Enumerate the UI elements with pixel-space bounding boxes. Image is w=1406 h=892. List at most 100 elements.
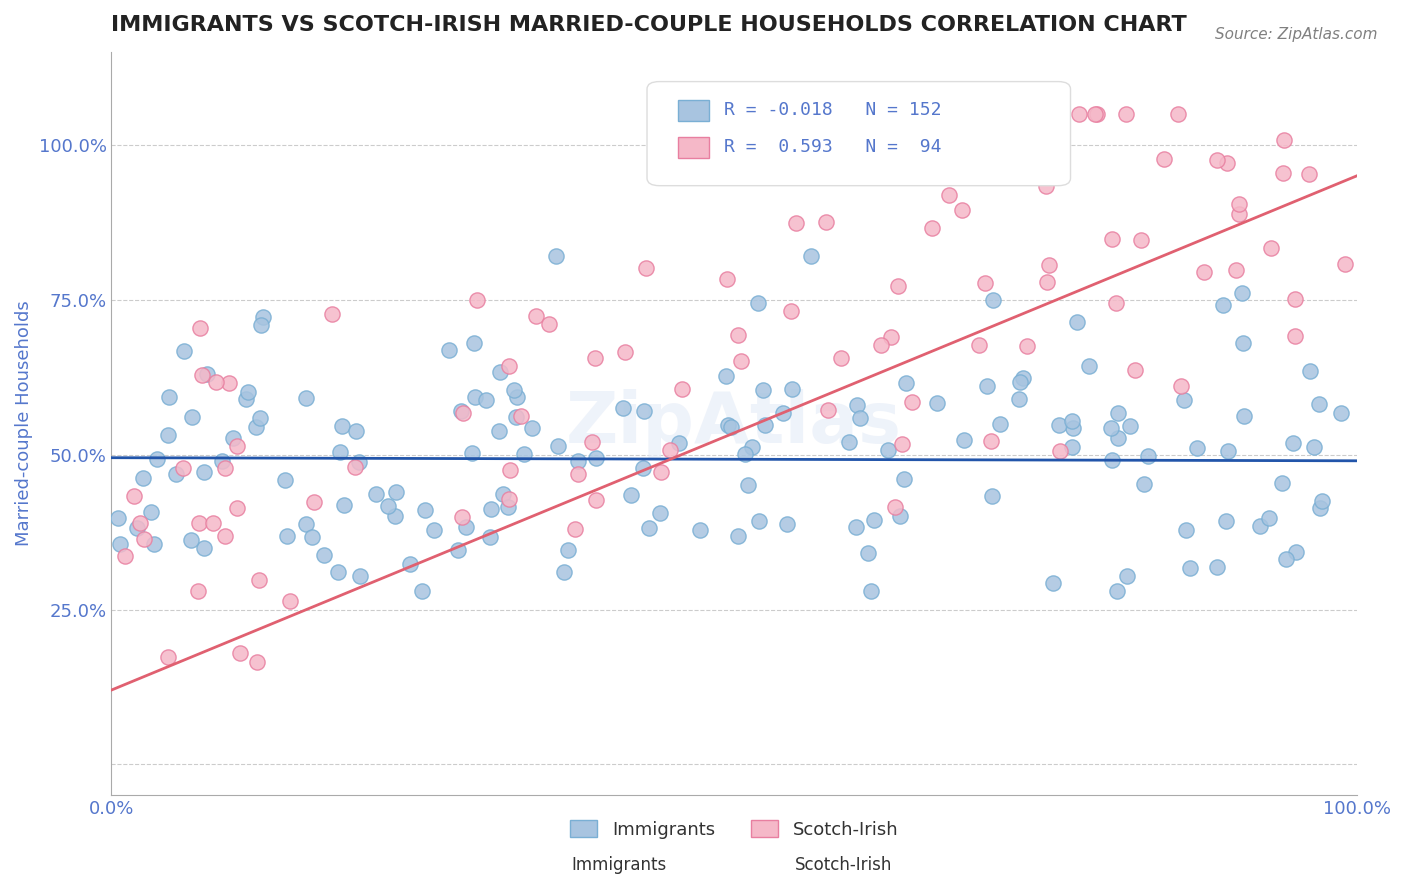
Point [326, 565, 349, 579]
Point [1105, 296, 1128, 310]
Point [659, 442, 682, 457]
Point [498, 359, 520, 374]
Point [814, 215, 837, 229]
Point [893, 472, 915, 486]
Point [1233, 409, 1256, 423]
Point [634, 261, 657, 276]
Point [509, 409, 531, 424]
Point [1107, 406, 1129, 420]
Point [1129, 233, 1152, 247]
Point [1010, 375, 1032, 389]
Point [776, 517, 799, 532]
Point [876, 443, 898, 458]
Point [333, 498, 356, 512]
Point [925, 396, 948, 410]
Point [479, 530, 502, 544]
Point [301, 529, 323, 543]
Point [891, 437, 914, 451]
Point [143, 536, 166, 550]
Point [1194, 265, 1216, 279]
Point [1137, 450, 1160, 464]
Point [887, 278, 910, 293]
Point [1101, 232, 1123, 246]
Point [1215, 514, 1237, 528]
Point [122, 489, 145, 503]
Point [1173, 392, 1195, 407]
Point [1153, 152, 1175, 166]
Point [1271, 476, 1294, 491]
Point [193, 541, 215, 555]
Point [524, 310, 547, 324]
Point [1260, 241, 1282, 255]
Point [980, 489, 1002, 503]
Point [1066, 315, 1088, 329]
Point [967, 338, 990, 352]
Point [547, 439, 569, 453]
Point [716, 368, 738, 383]
Point [717, 417, 740, 432]
Point [1012, 371, 1035, 385]
Point [1115, 107, 1137, 121]
Point [633, 404, 655, 418]
Point [1008, 392, 1031, 406]
Point [238, 385, 260, 400]
Point [846, 398, 869, 412]
Point [921, 221, 943, 235]
Point [1282, 436, 1305, 450]
Point [870, 337, 893, 351]
Point [247, 573, 270, 587]
Point [730, 354, 752, 368]
Point [1275, 552, 1298, 566]
Point [727, 529, 749, 543]
Point [838, 434, 860, 449]
Point [1035, 275, 1057, 289]
Point [129, 516, 152, 530]
Point [464, 390, 486, 404]
Point [364, 487, 387, 501]
Point [1225, 262, 1247, 277]
Point [1212, 298, 1234, 312]
Point [754, 418, 776, 433]
Point [845, 520, 868, 534]
Point [447, 543, 470, 558]
Point [498, 492, 520, 507]
Point [799, 249, 821, 263]
Y-axis label: Married-couple Households: Married-couple Households [15, 301, 32, 547]
Point [329, 444, 352, 458]
Point [294, 516, 316, 531]
Point [1035, 179, 1057, 194]
Point [1123, 362, 1146, 376]
Point [1047, 417, 1070, 432]
Point [249, 318, 271, 332]
Point [1107, 431, 1129, 445]
Point [108, 537, 131, 551]
Bar [678, 100, 709, 121]
Point [880, 330, 903, 344]
Point [894, 376, 917, 391]
Point [245, 420, 267, 434]
Point [1099, 420, 1122, 434]
Point [1078, 359, 1101, 374]
Point [1303, 440, 1326, 454]
Point [1284, 545, 1306, 559]
Point [505, 390, 527, 404]
Point [1067, 107, 1090, 121]
Point [720, 420, 742, 434]
Point [294, 391, 316, 405]
Point [205, 375, 228, 389]
Text: R = -0.018   N = 152: R = -0.018 N = 152 [724, 101, 942, 119]
Point [173, 343, 195, 358]
Point [456, 519, 478, 533]
Point [450, 404, 472, 418]
Point [330, 419, 353, 434]
Point [973, 277, 995, 291]
Point [1038, 258, 1060, 272]
Point [496, 500, 519, 515]
Legend: Immigrants, Scotch-Irish: Immigrants, Scotch-Irish [562, 814, 905, 846]
Point [413, 503, 436, 517]
Point [614, 344, 637, 359]
Point [856, 546, 879, 560]
Point [772, 407, 794, 421]
Point [1049, 443, 1071, 458]
Point [344, 425, 367, 439]
